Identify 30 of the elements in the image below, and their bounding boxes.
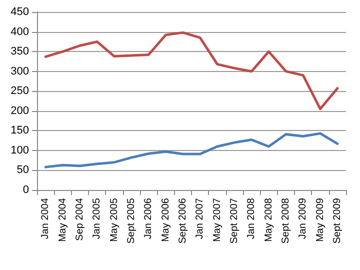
x-tick-label: Sept 2009 bbox=[332, 198, 343, 244]
y-tick-label: 200 bbox=[10, 104, 29, 117]
y-tick-label: 250 bbox=[10, 85, 29, 98]
y-tick-label: 350 bbox=[10, 46, 29, 58]
x-tick-label: May 2009 bbox=[314, 198, 326, 242]
y-tick-label: 300 bbox=[10, 65, 29, 78]
x-tick-label: Jan 2007 bbox=[194, 198, 206, 240]
x-tick-label: May 2008 bbox=[263, 198, 274, 242]
x-tick-label: Jan 2009 bbox=[298, 198, 309, 240]
x-tick-label: May 2005 bbox=[108, 198, 120, 242]
x-tick-label: Sept 2005 bbox=[126, 198, 137, 244]
x-tick-label: Jan 2006 bbox=[143, 198, 154, 240]
line-series bbox=[44, 31, 339, 110]
line-series bbox=[44, 132, 339, 168]
x-tick-label: Sept 2006 bbox=[177, 198, 188, 244]
x-tick-label: Jan 2008 bbox=[246, 198, 258, 240]
y-tick-label: 400 bbox=[10, 26, 29, 38]
x-tick-label: Jan 2005 bbox=[92, 198, 103, 240]
x-tick-label: Sept 2007 bbox=[228, 198, 240, 244]
x-tick-label: Sept 2008 bbox=[280, 198, 292, 244]
x-tick-label: Sep 2004 bbox=[74, 198, 86, 241]
y-tick-label: 450 bbox=[10, 6, 29, 18]
y-tick-label: 100 bbox=[10, 144, 29, 156]
y-tick-label: 50 bbox=[16, 164, 29, 176]
x-tick-label: Jan 2004 bbox=[40, 198, 52, 240]
y-tick-label: 0 bbox=[22, 184, 29, 196]
x-tick-label: May 2004 bbox=[57, 198, 68, 242]
x-tick-label: May 2007 bbox=[212, 198, 223, 242]
x-tick-label: May 2006 bbox=[160, 198, 172, 242]
y-tick-label: 150 bbox=[10, 124, 29, 137]
